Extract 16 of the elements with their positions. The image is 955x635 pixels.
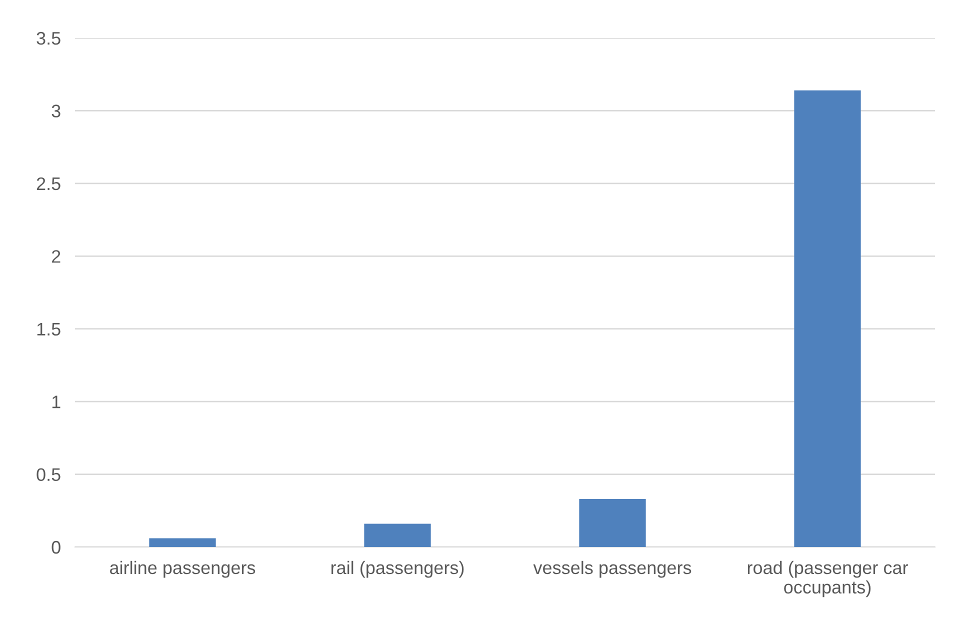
x-tick-label: road (passenger car occupants) [748,560,908,598]
y-tick-label: 3 [52,104,60,118]
bar [579,499,646,547]
x-tick-label: rail (passengers) [331,560,464,578]
y-tick-label: 1 [52,396,60,408]
y-tick-label: 0.5 [36,468,60,482]
y-tick-label: 2 [52,250,60,263]
y-tick-label: 1.5 [37,322,60,336]
x-tick-label: airline passengers [110,560,256,578]
bar [364,524,431,547]
bar [149,538,216,547]
x-tick-label: vessels passengers [533,560,692,578]
y-tick-label: 0 [52,540,60,554]
y-tick-label: 3.5 [36,32,60,45]
y-tick-label: 2.5 [36,177,60,190]
bar [794,90,861,547]
